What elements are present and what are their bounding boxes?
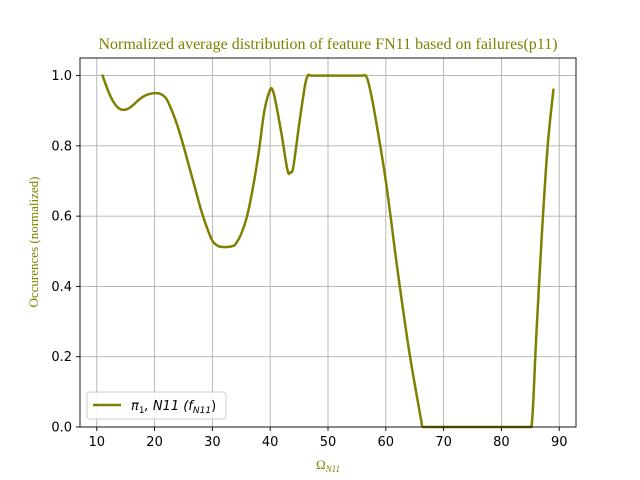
x-tick-label: 40 xyxy=(262,435,279,450)
grid-lines xyxy=(80,58,576,428)
x-tick-label: 90 xyxy=(551,435,568,450)
y-tick-label: 1.0 xyxy=(51,69,72,84)
x-tick-label: 70 xyxy=(435,435,452,450)
x-tick-label: 80 xyxy=(493,435,510,450)
y-axis-label: Occurences (normalized) xyxy=(26,176,41,307)
x-axis-label: ΩN11 xyxy=(316,457,340,474)
x-tick-label: 10 xyxy=(88,435,105,450)
legend: π1, N11 (fN11) xyxy=(86,391,227,420)
legend-label-main: π xyxy=(131,399,139,414)
x-tick-label: 30 xyxy=(204,435,221,450)
y-tick-label: 0.4 xyxy=(51,280,72,295)
legend-label-mid: , N11 (f xyxy=(145,399,196,414)
y-tick-label: 0.0 xyxy=(51,421,72,436)
legend-box xyxy=(86,391,227,420)
legend-label-sub2: N11 xyxy=(193,406,211,416)
x-axis-label-main: Ω xyxy=(316,457,326,472)
legend-label: π1, N11 (fN11) xyxy=(131,399,216,416)
legend-label-end: ) xyxy=(211,399,216,414)
chart-title: Normalized average distribution of featu… xyxy=(98,36,557,53)
y-tick-label: 0.6 xyxy=(51,210,72,225)
x-axis-label-sub: N11 xyxy=(325,464,340,474)
x-tick-label: 50 xyxy=(320,435,337,450)
y-tick-label: 0.2 xyxy=(51,350,72,365)
legend-label-sub1: 1 xyxy=(139,406,145,416)
x-tick-label: 60 xyxy=(378,435,395,450)
x-tick-label: 20 xyxy=(146,435,163,450)
x-axis-ticks: 10 20 30 40 50 60 70 80 90 xyxy=(88,427,568,450)
y-tick-label: 0.8 xyxy=(51,139,72,154)
y-axis-ticks: 0.0 0.2 0.4 0.6 0.8 1.0 xyxy=(51,69,80,436)
